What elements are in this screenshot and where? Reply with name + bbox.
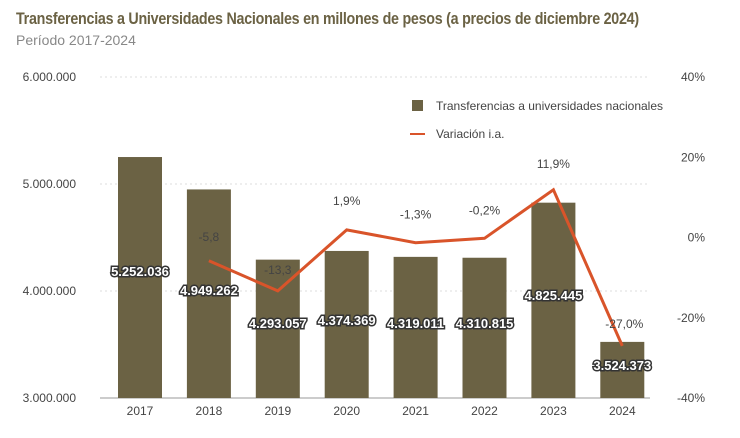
x-tick-label: 2017	[127, 404, 154, 418]
x-tick-label: 2021	[402, 404, 429, 418]
y-left-tick-label: 5.000.000	[23, 177, 77, 191]
bar	[324, 250, 369, 398]
variation-label: -1,3%	[400, 208, 432, 222]
bar-value-label: 4.310.815	[456, 316, 514, 331]
x-tick-label: 2019	[264, 404, 291, 418]
bar	[462, 257, 507, 398]
variation-label: -13,3	[264, 263, 292, 277]
bar	[531, 202, 576, 398]
bar	[118, 157, 162, 398]
x-tick-label: 2020	[333, 404, 360, 418]
y-right-tick-label: 40%	[681, 70, 705, 84]
variation-label: 11,9%	[537, 157, 570, 171]
legend-bar-label: Transferencias a universidades nacionale…	[436, 99, 663, 113]
bar-value-label: 4.293.057	[249, 316, 307, 331]
x-tick-label: 2018	[196, 404, 223, 418]
x-tick-label: 2024	[609, 404, 636, 418]
legend-bar-swatch	[412, 100, 423, 111]
variation-line	[208, 187, 624, 347]
chart-subtitle: Período 2017-2024	[16, 32, 136, 48]
y-right-tick-label: -20%	[677, 311, 705, 325]
variation-label: -0,2%	[469, 203, 501, 217]
variation-label: -5,8	[199, 230, 220, 244]
bar	[186, 189, 231, 398]
bar-value-label: 5.252.036	[111, 264, 169, 279]
bar-value-label: 4.319.011	[387, 316, 444, 331]
variation-label: 1,9%	[333, 194, 361, 208]
y-left-tick-label: 3.000.000	[23, 391, 77, 405]
bar	[393, 256, 438, 398]
bar-value-label: 3.524.373	[593, 358, 651, 373]
bar	[255, 259, 300, 398]
chart-header: Transferencias a Universidades Nacionale…	[16, 8, 736, 49]
x-tick-label: 2023	[540, 404, 567, 418]
y-left-tick-label: 4.000.000	[23, 284, 77, 298]
chart-title: Transferencias a Universidades Nacionale…	[16, 9, 639, 28]
bar	[600, 341, 645, 398]
x-tick-label: 2022	[471, 404, 498, 418]
y-right-tick-label: 0%	[688, 231, 706, 245]
y-right-tick-label: 20%	[681, 150, 705, 164]
y-left-tick-label: 6.000.000	[23, 70, 77, 84]
legend-line-label: Variación i.a.	[436, 127, 504, 141]
variation-label: -27,0%	[605, 317, 643, 331]
bar-value-label: 4.374.369	[318, 313, 376, 328]
y-right-tick-label: -40%	[677, 391, 705, 405]
bar-value-label: 4.949.262	[180, 283, 238, 298]
bar-value-label: 4.825.445	[524, 288, 582, 303]
